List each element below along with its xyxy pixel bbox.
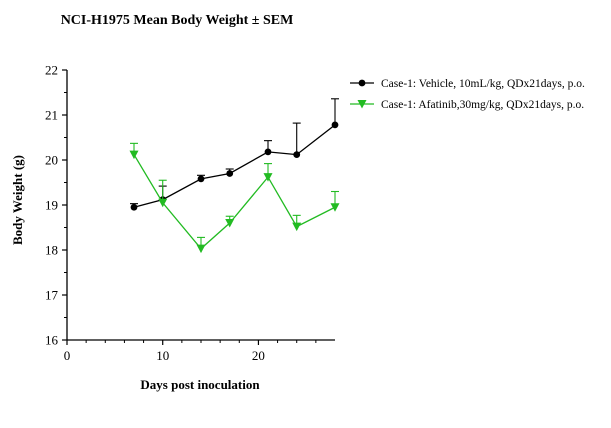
axes: 16 17 18 19 20 21 22 0 10 20 (45, 63, 335, 363)
data-point (331, 121, 339, 129)
x-tick-label: 10 (156, 348, 169, 363)
data-point (158, 198, 168, 208)
legend-marker (358, 79, 366, 87)
data-point (196, 244, 206, 254)
chart-title: NCI-H1975 Mean Body Weight ± SEM (61, 13, 294, 28)
x-tick-label: 0 (64, 348, 71, 363)
legend-item: Case-1: Vehicle, 10mL/kg, QDx21days, p.o… (350, 78, 585, 90)
y-tick-label: 20 (45, 153, 58, 168)
x-axis-label: Days post inoculation (140, 377, 260, 392)
data-point (330, 203, 340, 212)
data-series (129, 98, 340, 254)
legend-marker (357, 100, 367, 109)
data-point (293, 151, 301, 159)
y-tick-label: 19 (45, 198, 58, 213)
legend-label: Case-1: Vehicle, 10mL/kg, QDx21days, p.o… (381, 78, 585, 90)
y-tick-label: 22 (45, 63, 58, 78)
data-point (225, 219, 235, 228)
y-tick-label: 18 (45, 243, 58, 258)
series-2 (129, 142, 340, 254)
data-point (226, 170, 234, 177)
data-point (130, 203, 138, 211)
data-point (197, 175, 205, 183)
data-point (292, 222, 302, 232)
y-tick-label: 17 (45, 288, 59, 303)
x-tick-label: 20 (252, 348, 265, 363)
series-line (133, 124, 336, 208)
legend-item: Case-1: Afatinib,30mg/kg, QDx21days, p.o… (350, 99, 584, 111)
data-point (129, 150, 139, 160)
y-tick-label: 21 (45, 108, 58, 123)
legend: Case-1: Vehicle, 10mL/kg, QDx21days, p.o… (350, 78, 585, 111)
data-point (264, 148, 272, 156)
series-1 (130, 98, 339, 211)
y-axis-label: Body Weight (g) (10, 155, 25, 245)
data-point (263, 173, 273, 182)
y-tick-label: 16 (45, 333, 59, 348)
legend-label: Case-1: Afatinib,30mg/kg, QDx21days, p.o… (381, 99, 584, 111)
